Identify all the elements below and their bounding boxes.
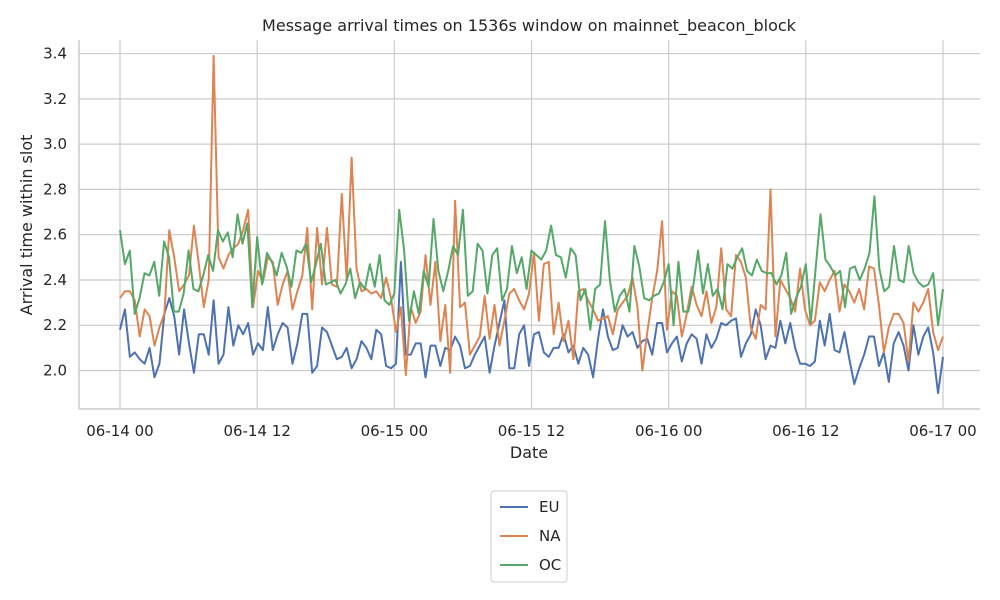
y-tick-label: 2.0: [43, 362, 67, 380]
y-tick-label: 2.8: [43, 180, 67, 198]
y-tick-label: 3.0: [43, 135, 67, 153]
y-axis-label: Arrival time within slot: [17, 135, 36, 316]
x-axis-label: Date: [510, 443, 548, 462]
x-tick-label: 06-14 00: [86, 422, 153, 440]
legend-label-na: NA: [539, 527, 561, 545]
legend-label-eu: EU: [539, 498, 559, 516]
y-tick-label: 2.4: [43, 271, 67, 289]
legend-label-oc: OC: [539, 556, 561, 574]
x-tick-label: 06-14 12: [223, 422, 290, 440]
x-tick-label: 06-16 12: [772, 422, 839, 440]
x-tick-label: 06-16 00: [635, 422, 702, 440]
series-line-na: [119, 54, 944, 377]
legend-box: [490, 490, 568, 583]
y-tick-labels: 2.0 2.2 2.4 2.6 2.8 3.0 3.2 3.4: [43, 45, 67, 380]
legend: EU NA OC: [490, 490, 568, 583]
grid: [79, 40, 980, 409]
x-tick-label: 06-15 00: [361, 422, 428, 440]
x-tick-labels: 06-14 00 06-14 12 06-15 00 06-15 12 06-16 00…: [86, 422, 976, 440]
y-tick-label: 2.6: [43, 226, 67, 244]
chart-title: Message arrival times on 1536s window on…: [262, 16, 797, 36]
x-tick-label: 06-17 00: [909, 422, 976, 440]
series-line-eu: [119, 260, 944, 395]
x-tick-label: 06-15 12: [498, 422, 565, 440]
y-tick-label: 3.4: [43, 45, 67, 63]
series-line-oc: [119, 195, 944, 331]
y-tick-label: 2.2: [43, 316, 67, 334]
y-tick-label: 3.2: [43, 90, 67, 108]
series-lines: [119, 54, 944, 395]
